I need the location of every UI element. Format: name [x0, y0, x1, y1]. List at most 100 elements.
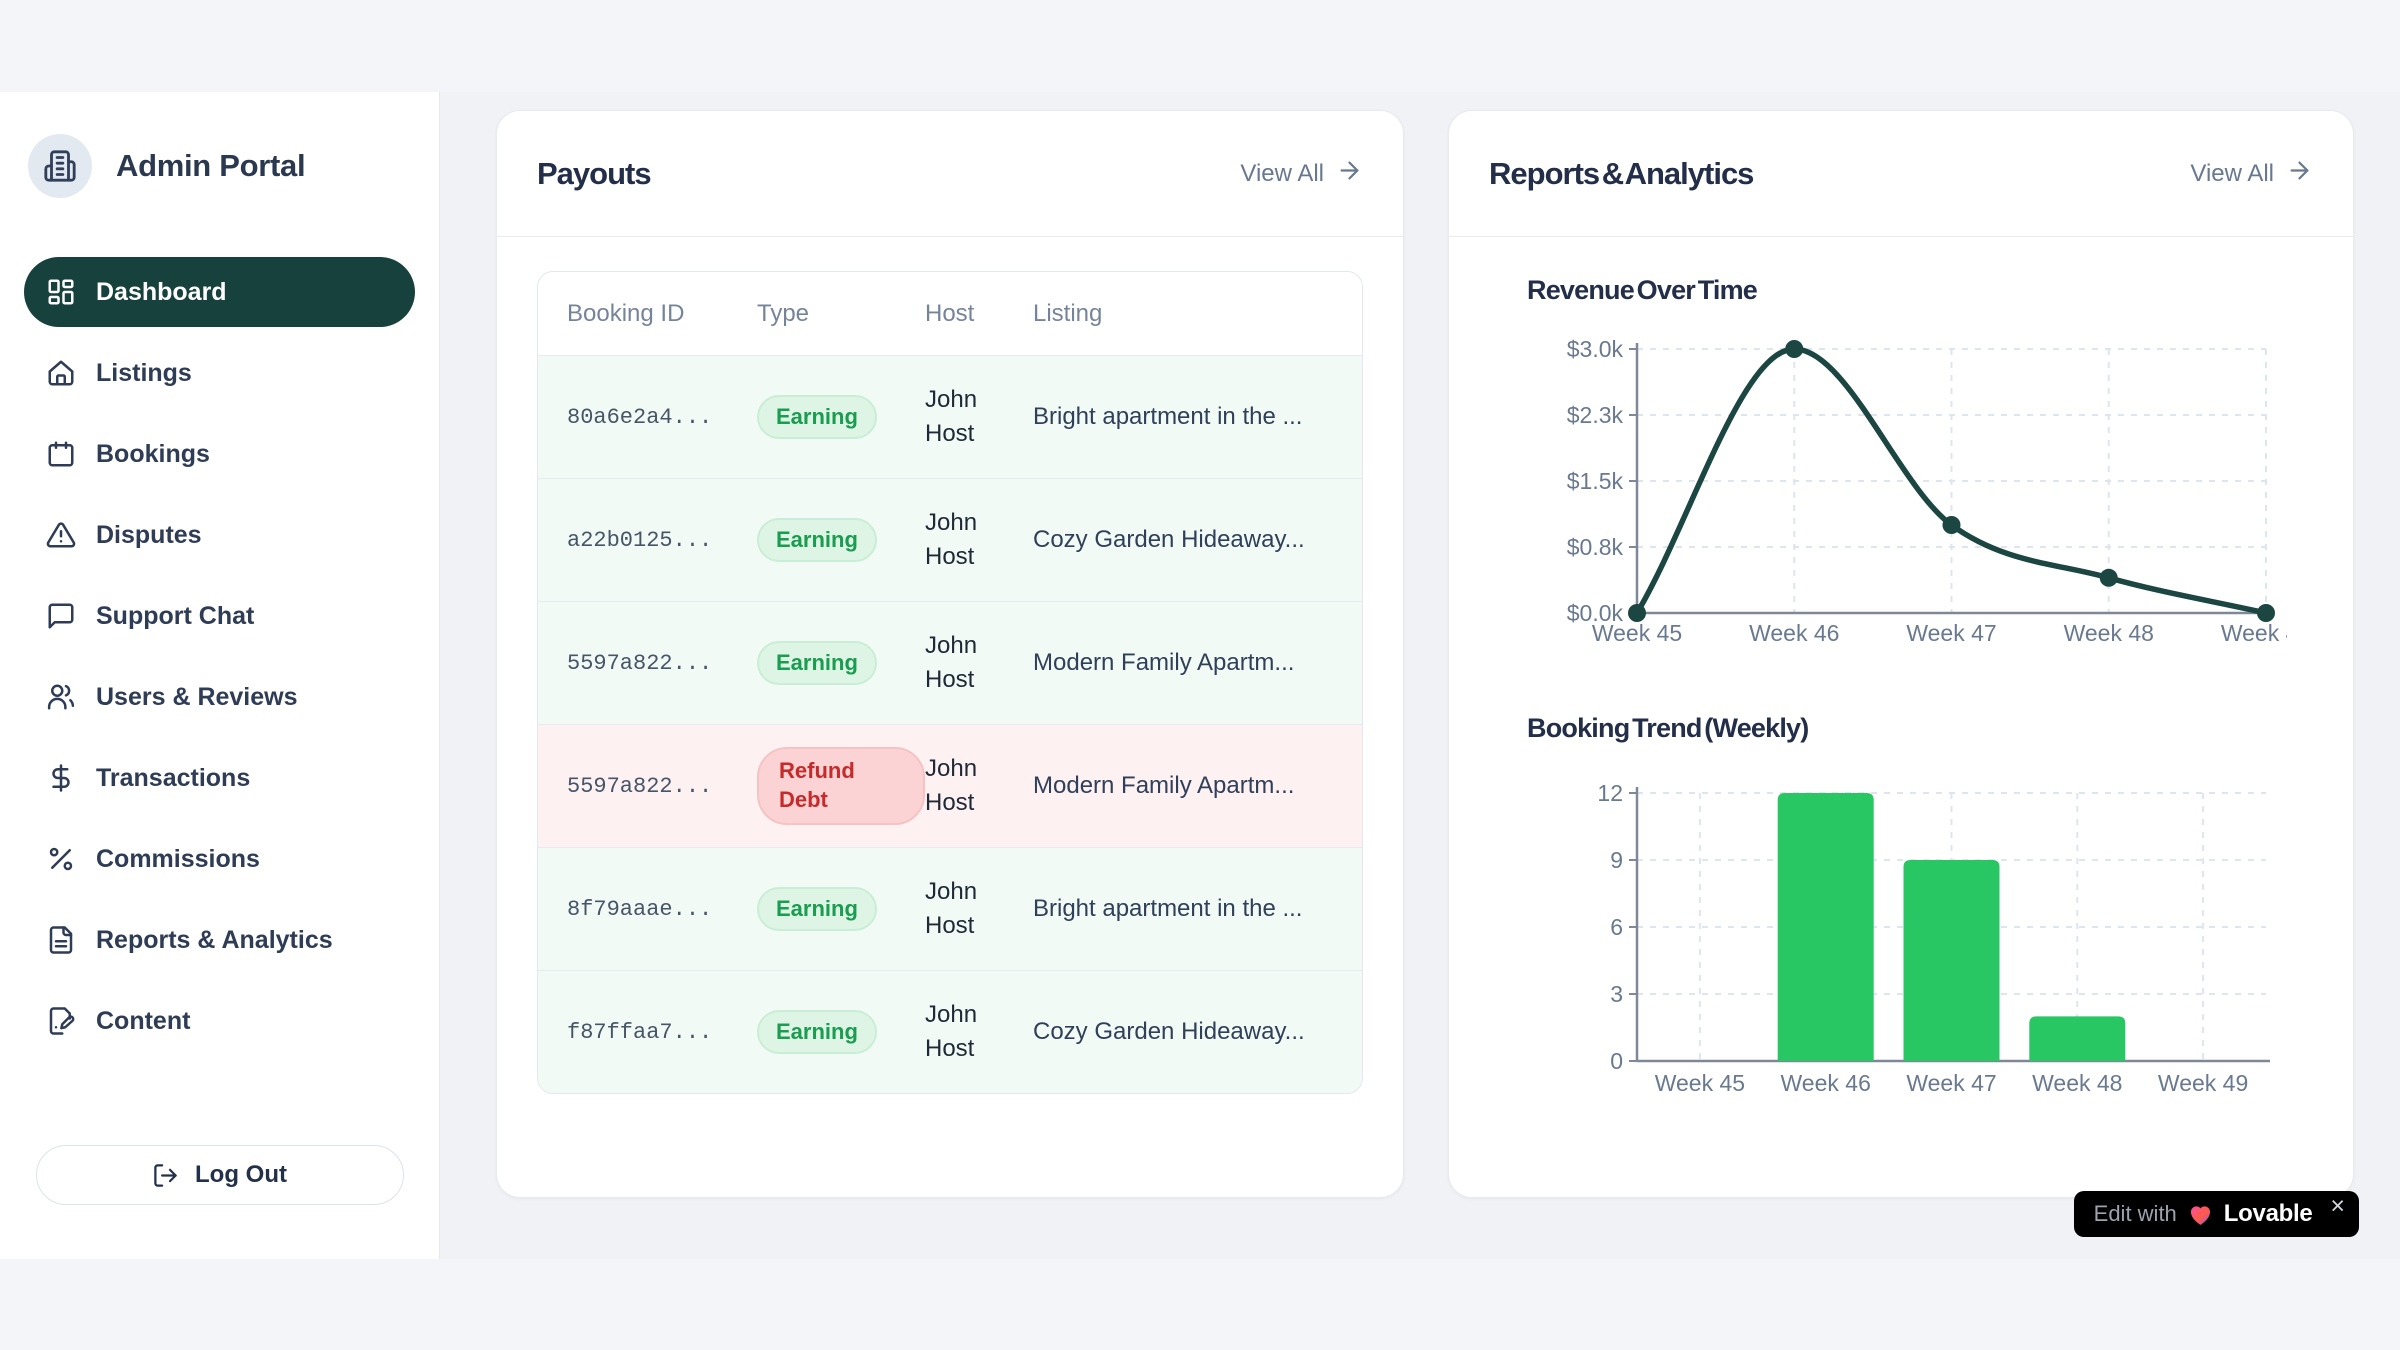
listing-cell: Cozy Garden Hideaway... — [1033, 526, 1305, 553]
revenue-chart-title: Revenue Over Time — [1527, 275, 1758, 305]
svg-text:$1.5k: $1.5k — [1567, 468, 1624, 494]
svg-text:Week 49: Week 49 — [2158, 1070, 2248, 1096]
revenue-line-chart: $0.0k $0.8k $1.5k $2.3k $3.0k Week 45 Week 46 W… — [1567, 336, 2311, 646]
sidebar-item-disputes[interactable]: Disputes — [24, 500, 415, 570]
payouts-card: Payouts View All Booking ID Type Host Listi… — [496, 110, 1404, 1198]
sidebar-item-users-reviews[interactable]: Users & Reviews — [24, 662, 415, 732]
booking-id-cell: a22b0125... — [567, 527, 713, 553]
svg-text:$2.3k: $2.3k — [1567, 402, 1624, 428]
calendar-icon — [46, 439, 76, 469]
table-row[interactable]: 5597a822... Refund Debt John Host Modern Fa… — [538, 724, 1362, 847]
booking-id-cell: 8f79aaae... — [567, 896, 713, 922]
reports-view-all-link[interactable]: View All — [2190, 157, 2313, 191]
sidebar-item-content[interactable]: Content — [24, 986, 415, 1056]
svg-text:$3.0k: $3.0k — [1567, 336, 1624, 362]
listing-cell: Modern Family Apartm... — [1033, 649, 1295, 676]
svg-text:$0.0k: $0.0k — [1567, 600, 1624, 626]
svg-text:6: 6 — [1610, 914, 1623, 940]
table-row[interactable]: f87ffaa7... Earning John Host Cozy Garden H… — [538, 970, 1362, 1093]
host-cell: John Host — [925, 509, 978, 570]
host-cell: John Host — [925, 755, 978, 816]
heart-icon — [2187, 1201, 2214, 1228]
payouts-table-rows: 80a6e2a4... Earning John Host Bright apartm… — [538, 355, 1362, 1093]
logout-icon — [152, 1162, 179, 1189]
table-row[interactable]: 80a6e2a4... Earning John Host Bright apartm… — [538, 355, 1362, 478]
svg-text:Week 46: Week 46 — [1781, 1070, 1871, 1096]
sidebar-item-label: Reports & Analytics — [96, 925, 333, 954]
table-row[interactable]: 8f79aaae... Earning John Host Bright apartm… — [538, 847, 1362, 970]
type-cell: Earning — [757, 517, 925, 563]
payouts-table: Booking ID Type Host Listing 80a6e2a4... Ear… — [537, 271, 1363, 1094]
sidebar-item-label: Transactions — [96, 763, 251, 792]
lovable-badge-prefix: Edit with — [2093, 1201, 2177, 1226]
sidebar-item-dashboard[interactable]: Dashboard — [24, 257, 415, 327]
svg-text:3: 3 — [1610, 981, 1623, 1007]
revenue-chart-block: Revenue Over Time $0.0k $0.8k $1.5k $2.3k $3… — [1527, 275, 2311, 657]
status-badge: Earning — [757, 640, 877, 686]
sidebar-item-label: Disputes — [96, 520, 202, 549]
listing-cell: Bright apartment in the ... — [1033, 895, 1303, 922]
reports-body: Revenue Over Time $0.0k $0.8k $1.5k $2.3k $3… — [1449, 237, 2353, 1109]
payouts-view-all-link[interactable]: View All — [1240, 157, 1363, 191]
host-cell: John Host — [925, 632, 978, 693]
reports-title: Reports & Analytics — [1489, 155, 1754, 191]
column-header: Booking ID — [567, 299, 685, 327]
booking-bar-chart: 0 3 6 9 12 Week 45 Week 46 Week 47 Week 48 Week 4… — [1597, 780, 2270, 1096]
sidebar-item-reports-analytics[interactable]: Reports & Analytics — [24, 905, 415, 975]
listing-cell: Bright apartment in the ... — [1033, 403, 1303, 430]
type-cell: Earning — [757, 886, 925, 932]
type-cell: Earning — [757, 1009, 925, 1055]
sidebar-item-label: Users & Reviews — [96, 682, 298, 711]
table-row[interactable]: 5597a822... Earning John Host Modern Family… — [538, 601, 1362, 724]
lovable-badge[interactable]: Edit with Lovable × — [2073, 1191, 2359, 1237]
table-row[interactable]: a22b0125... Earning John Host Cozy Garden H… — [538, 478, 1362, 601]
users-icon — [46, 682, 76, 712]
status-badge: Earning — [757, 886, 877, 932]
sidebar: Admin Portal Dashboard Listings Bookings Di… — [0, 92, 440, 1259]
home-icon — [46, 358, 76, 388]
arrow-right-icon — [1336, 157, 1363, 191]
file-pen-icon — [46, 1006, 76, 1036]
reports-card-header: Reports & Analytics View All — [1449, 111, 2353, 237]
listing-cell: Cozy Garden Hideaway... — [1033, 1018, 1305, 1045]
arrow-right-icon — [2286, 157, 2313, 191]
dollar-sign-icon — [46, 763, 76, 793]
svg-text:Week 48: Week 48 — [2032, 1070, 2122, 1096]
sidebar-item-commissions[interactable]: Commissions — [24, 824, 415, 894]
sidebar-item-listings[interactable]: Listings — [24, 338, 415, 408]
svg-text:Week 45: Week 45 — [1655, 1070, 1745, 1096]
svg-text:9: 9 — [1610, 847, 1623, 873]
svg-text:Week 46: Week 46 — [1749, 620, 1839, 646]
logout-label: Log Out — [195, 1161, 287, 1188]
booking-chart-block: Booking Trend (Weekly) 0 3 6 9 12 Week 45 Week… — [1527, 713, 2275, 1109]
svg-text:Week 47: Week 47 — [1906, 620, 1996, 646]
sidebar-item-bookings[interactable]: Bookings — [24, 419, 415, 489]
lovable-badge-brand: Lovable — [2223, 1200, 2313, 1227]
svg-text:0: 0 — [1610, 1048, 1623, 1074]
booking-id-cell: 5597a822... — [567, 773, 713, 799]
app-logo: Admin Portal — [24, 134, 415, 198]
building-icon — [28, 134, 92, 198]
sidebar-item-label: Support Chat — [96, 601, 255, 630]
svg-text:12: 12 — [1597, 780, 1623, 806]
booking-id-cell: 5597a822... — [567, 650, 713, 676]
close-icon[interactable]: × — [2330, 1192, 2345, 1220]
payouts-body: Booking ID Type Host Listing 80a6e2a4... Ear… — [497, 237, 1403, 1094]
sidebar-item-label: Content — [96, 1006, 191, 1035]
host-cell: John Host — [925, 878, 978, 939]
svg-text:Week 47: Week 47 — [1906, 1070, 1996, 1096]
sidebar-item-label: Bookings — [96, 439, 210, 468]
sidebar-item-label: Dashboard — [96, 277, 227, 306]
sidebar-item-transactions[interactable]: Transactions — [24, 743, 415, 813]
payouts-table-header: Booking ID Type Host Listing — [538, 272, 1362, 355]
reports-card: Reports & Analytics View All Revenue Ove… — [1448, 110, 2354, 1198]
payouts-title: Payouts — [537, 155, 652, 191]
svg-text:$0.8k: $0.8k — [1567, 534, 1624, 560]
sidebar-item-support-chat[interactable]: Support Chat — [24, 581, 415, 651]
payouts-card-header: Payouts View All — [497, 111, 1403, 237]
sidebar-nav: Dashboard Listings Bookings Disputes Support… — [24, 257, 415, 1067]
listing-cell: Modern Family Apartm... — [1033, 772, 1295, 799]
status-badge: Refund Debt — [757, 747, 925, 825]
app-title: Admin Portal — [116, 148, 306, 183]
logout-button[interactable]: Log Out — [35, 1145, 404, 1205]
